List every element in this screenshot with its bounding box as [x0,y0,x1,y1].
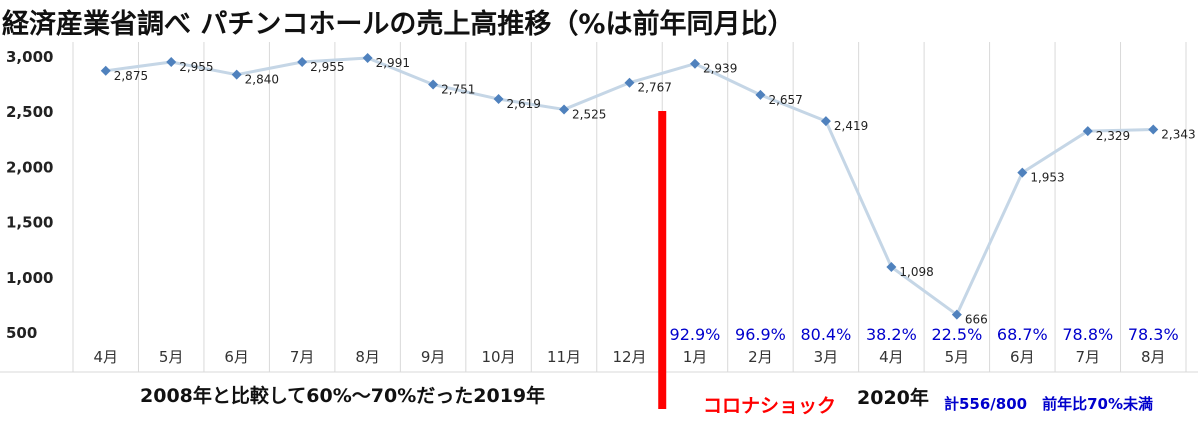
data-point [231,69,242,80]
data-point [755,89,766,100]
data-labels: 2,875 2,955 2,840 2,955 2,991 2,751 2,619 2,525… [114,56,1196,327]
series-polyline [105,56,1154,317]
y-tick-label: 500 [6,324,37,342]
x-tick-label: 1月 [683,348,708,366]
data-point [297,56,308,67]
x-tick-label: 3月 [814,348,839,366]
x-tick-label: 6月 [224,348,249,366]
yoy-percent-labels: 92.9% 96.9% 80.4% 38.2% 22.5% 68.7% 78.8% 78.3% [670,325,1179,344]
data-point [689,58,700,69]
data-label: 2,991 [376,56,410,70]
data-label: 2,840 [245,73,279,87]
data-label: 2,875 [114,69,148,83]
data-label: 666 [965,313,988,327]
data-label: 2,657 [768,93,802,107]
data-point [166,56,177,67]
data-point [559,104,570,115]
x-tick-label: 4月 [879,348,904,366]
data-point [1017,167,1028,178]
data-label: 2,343 [1161,128,1195,142]
corona-shock-label: コロナショック [703,395,837,417]
data-label: 2,619 [507,97,541,111]
data-label: 2,955 [310,60,344,74]
year-2020-label: 2020年 [857,387,929,409]
y-tick-label: 2,000 [6,158,53,176]
grid-lines [0,42,1198,373]
yoy-percent: 78.8% [1062,325,1113,344]
x-tick-label: 2月 [748,348,773,366]
x-tick-label: 10月 [482,348,516,366]
data-label: 1,953 [1030,171,1064,185]
x-tick-label: 7月 [1076,348,1101,366]
data-point [493,94,504,105]
data-label: 2,955 [179,60,213,74]
data-label: 1,098 [899,265,933,279]
corona-divider [658,111,667,409]
yoy-percent: 92.9% [670,325,721,344]
data-label: 2,525 [572,107,606,121]
data-label: 2,939 [703,62,737,76]
yoy-percent: 80.4% [800,325,851,344]
data-point [624,77,635,88]
x-tick-label: 6月 [1010,348,1035,366]
series-markers [100,52,1159,320]
x-tick-label: 8月 [1141,348,1166,366]
x-tick-label: 4月 [93,348,118,366]
data-label: 2,751 [441,82,475,96]
series-line [105,56,1154,317]
x-tick-label: 7月 [290,348,315,366]
y-tick-label: 2,500 [6,103,53,121]
yoy-percent: 96.9% [735,325,786,344]
data-point [1148,124,1159,135]
y-tick-label: 1,500 [6,214,53,232]
data-point [362,52,373,63]
x-tick-label: 9月 [421,348,446,366]
data-point [1082,126,1093,137]
data-label: 2,419 [834,119,868,133]
chart-title: 経済産業省調べ パチンコホールの売上高推移（%は前年同月比） [2,9,795,40]
divider-bar [658,111,667,409]
data-point [820,116,831,127]
yoy-percent: 22.5% [931,325,982,344]
data-point [886,261,897,272]
yoy-percent: 68.7% [997,325,1048,344]
x-tick-label: 11月 [547,348,581,366]
data-label: 2,767 [638,81,672,95]
note-2019: 2008年と比較して60%～70%だった2019年 [140,385,546,407]
data-point [951,309,962,320]
x-tick-label: 8月 [355,348,380,366]
x-tick-label: 5月 [945,348,970,366]
x-axis-ticks: 4月 5月 6月 7月 8月 9月 10月 11月 12月 1月 2月 3月 4月 5月 6月 7月 8月 [93,348,1165,366]
yoy-percent: 38.2% [866,325,917,344]
data-point [100,65,111,76]
x-tick-label: 5月 [159,348,184,366]
y-tick-label: 1,000 [6,269,53,287]
data-point [428,79,439,90]
x-tick-label: 12月 [612,348,646,366]
y-tick-label: 3,000 [6,48,53,66]
y-axis-ticks: 500 1,000 1,500 2,000 2,500 3,000 [6,48,53,342]
yoy-percent: 78.3% [1128,325,1179,344]
data-label: 2,329 [1096,129,1130,143]
summary-note: 計556/800 前年比70%未満 [944,395,1154,413]
